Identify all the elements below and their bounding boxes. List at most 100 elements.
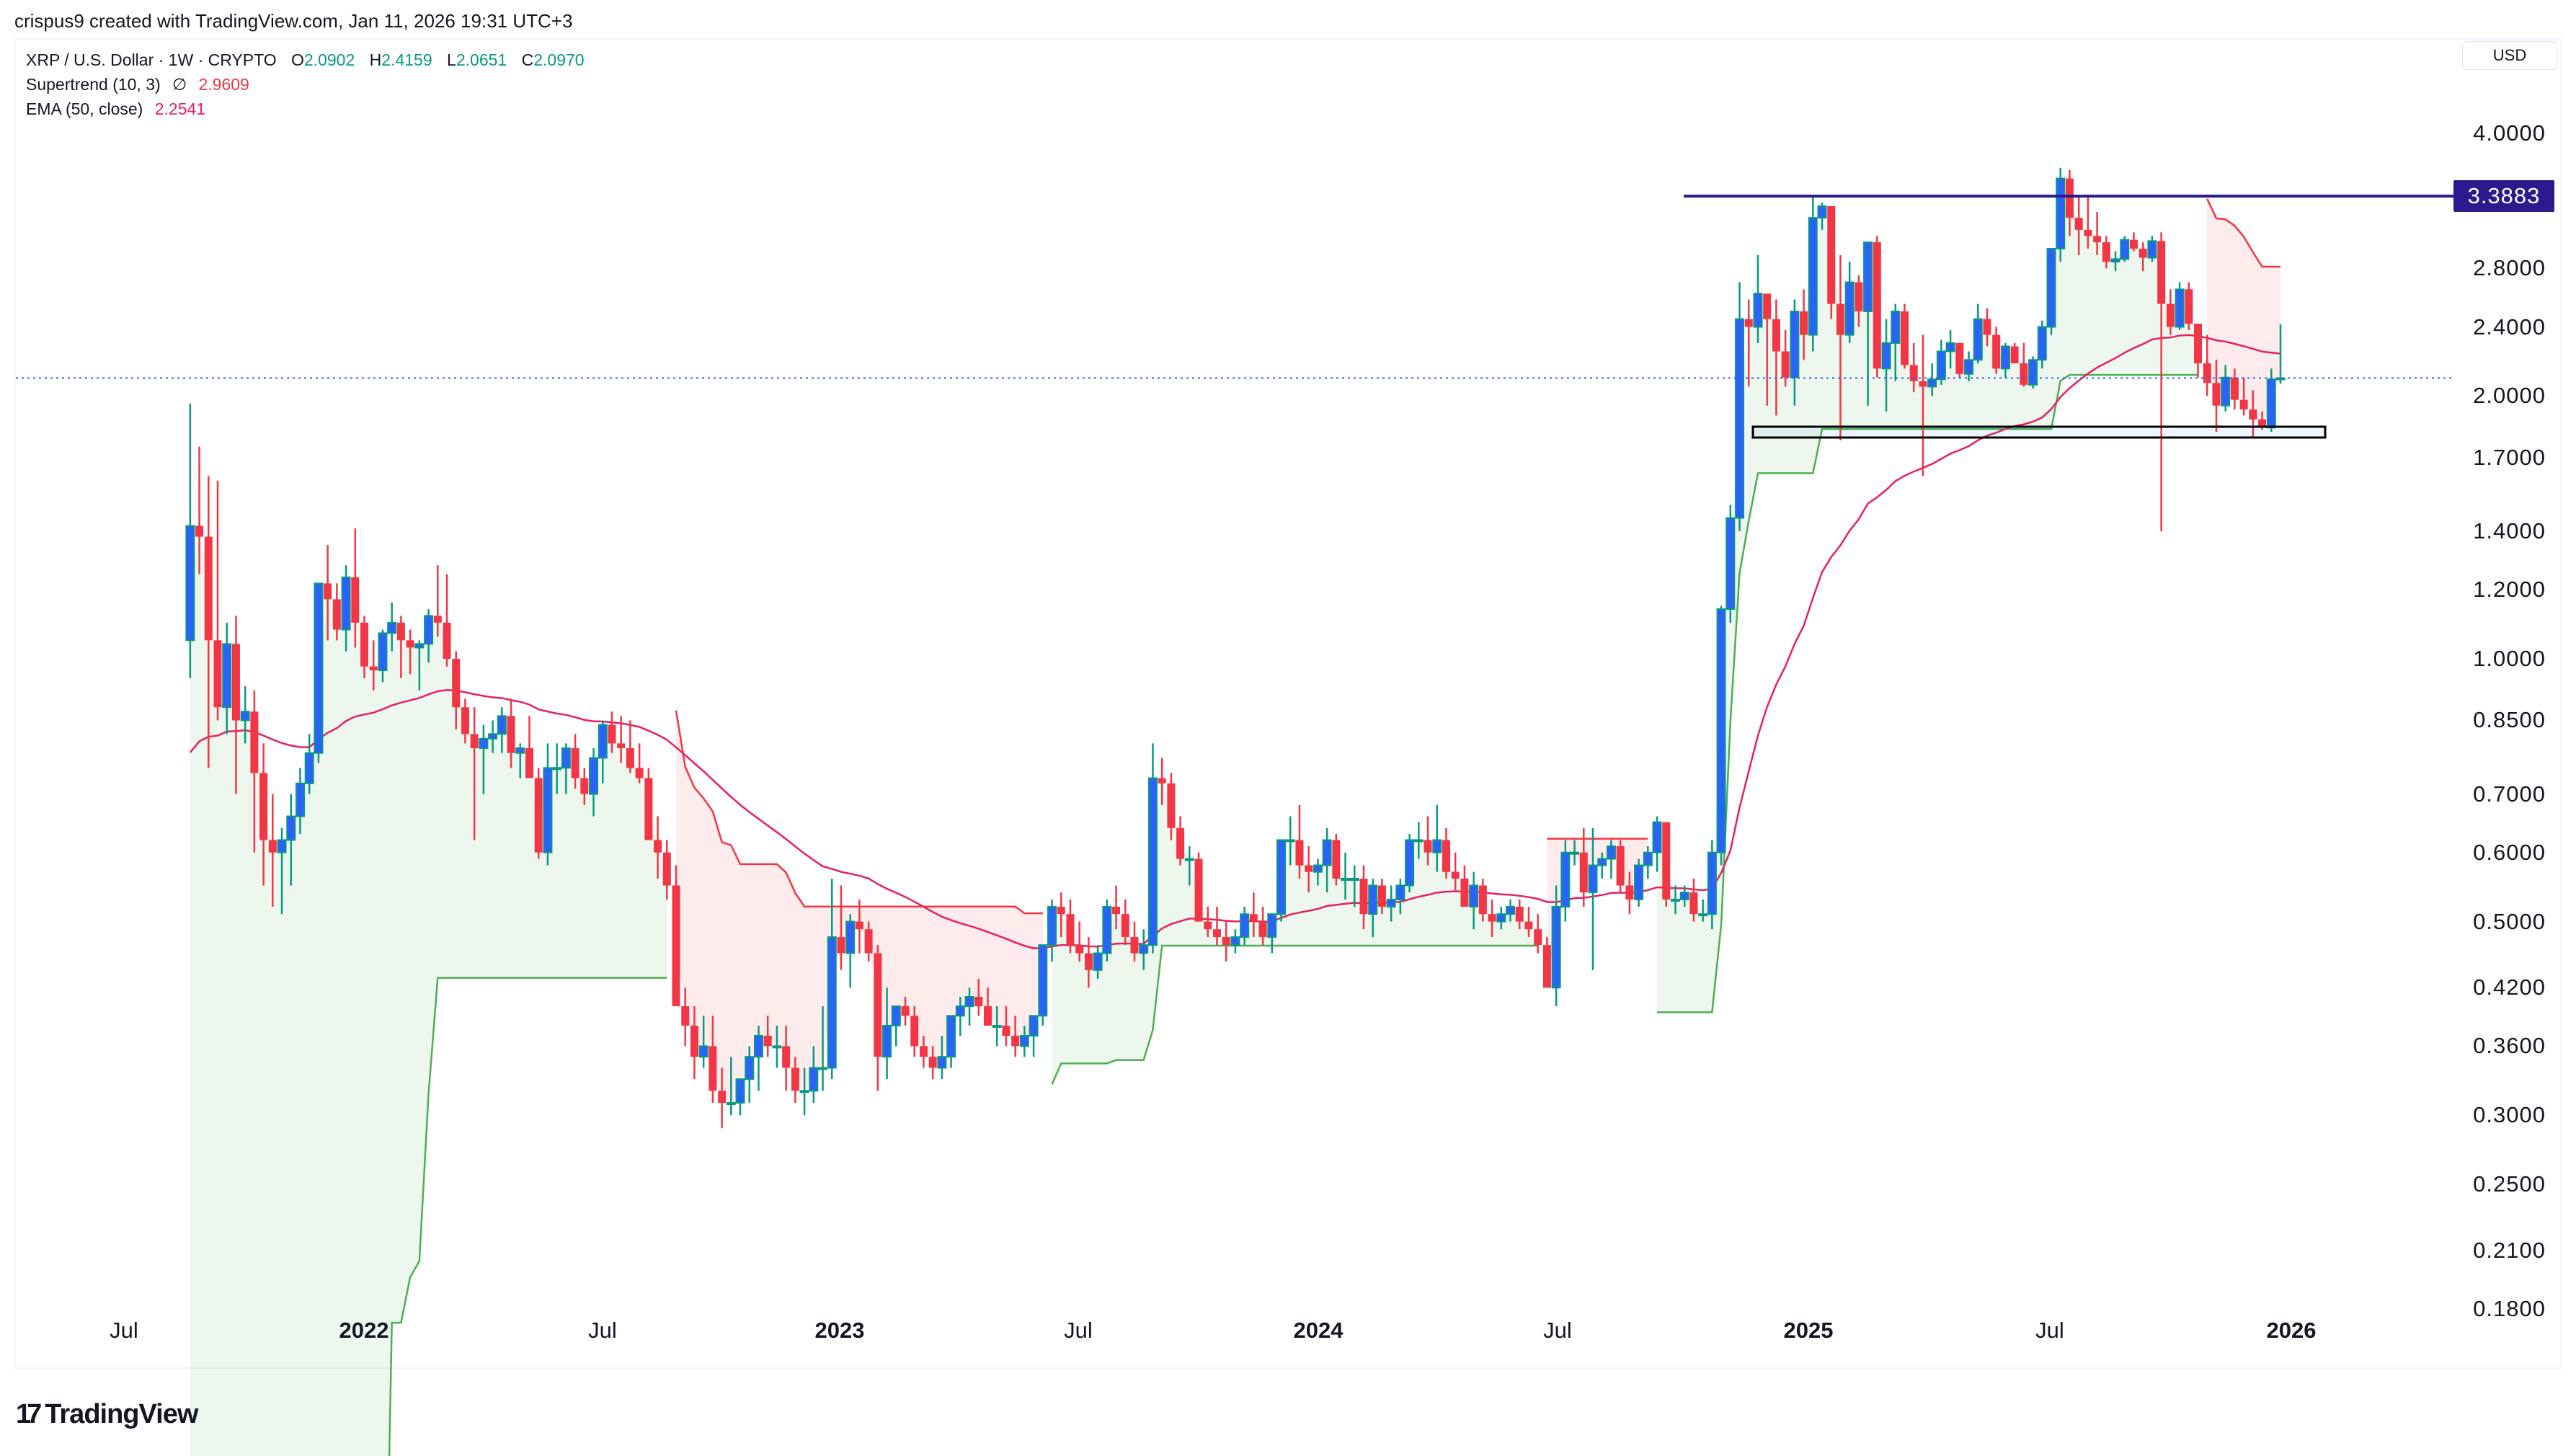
tradingview-logo-text: TradingView: [45, 1398, 198, 1429]
bearish-candle: [837, 885, 845, 970]
ema-line-layer: [189, 334, 2281, 949]
time-tick: Jul: [588, 1318, 617, 1343]
bullish-candle: [2046, 247, 2056, 335]
bullish-candle: [726, 1057, 736, 1116]
bearish-candle: [2212, 360, 2221, 432]
bearish-candle: [1515, 899, 1524, 930]
bearish-candle: [2239, 377, 2248, 416]
bearish-candle: [1855, 275, 1863, 327]
bearish-candle: [452, 651, 461, 730]
bearish-candle: [324, 545, 332, 641]
bullish-candle: [1093, 945, 1103, 979]
bearish-candle: [1451, 852, 1460, 893]
bearish-candle: [1579, 827, 1588, 907]
bullish-candle: [1551, 885, 1561, 1006]
bearish-candle: [2020, 342, 2028, 387]
bearish-candle: [250, 690, 259, 853]
bearish-candle: [2157, 232, 2166, 532]
ema-value: 2.2541: [154, 99, 206, 118]
bullish-candle: [1038, 944, 1048, 1026]
bullish-candle: [1184, 845, 1194, 886]
price-tick: 0.7000: [2473, 781, 2546, 807]
bearish-candle: [2166, 289, 2175, 335]
symbol-row[interactable]: XRP / U.S. Dollar · 1W · CRYPTO O2.0902 …: [26, 48, 585, 72]
bearish-candle: [1662, 822, 1671, 907]
resistance-price-tag: 3.3883: [2453, 180, 2554, 213]
bearish-candle: [507, 698, 515, 768]
bearish-candle: [974, 978, 983, 1016]
bearish-candle: [1075, 921, 1084, 962]
bearish-candle: [406, 629, 414, 675]
bullish-candle: [1973, 303, 1983, 364]
bearish-candle: [580, 768, 589, 805]
bearish-candle: [1167, 773, 1176, 840]
bearish-candle: [231, 616, 240, 794]
bearish-candle: [1204, 906, 1212, 938]
bullish-candle: [1927, 363, 1937, 396]
bullish-candle: [1808, 195, 1818, 352]
bearish-candle: [1176, 816, 1185, 866]
price-tick: 2.0000: [2473, 383, 2546, 409]
bullish-candle: [1634, 858, 1644, 907]
currency-button[interactable]: USD: [2462, 41, 2557, 70]
bullish-candle: [1817, 203, 1827, 230]
bearish-candle: [461, 698, 469, 744]
time-tick: 2024: [1293, 1318, 1343, 1343]
bullish-candle: [1790, 299, 1800, 406]
bullish-candle: [1102, 899, 1112, 962]
support-zone-box[interactable]: [1751, 425, 2327, 439]
bullish-candle: [1240, 906, 1250, 946]
bullish-candle: [497, 707, 507, 753]
bearish-candle: [2074, 197, 2083, 255]
bullish-candle: [946, 1015, 956, 1068]
bullish-candle: [745, 1046, 755, 1104]
supertrend-legend-row[interactable]: Supertrend (10, 3) ∅ 2.9609: [26, 72, 585, 97]
bearish-candle: [1377, 878, 1386, 915]
bearish-candle: [571, 734, 579, 789]
ema-legend-row[interactable]: EMA (50, close) 2.2541: [26, 97, 585, 121]
ohlc-low: L2.0651: [447, 50, 507, 69]
bullish-candle: [240, 686, 250, 744]
bearish-candle: [2065, 169, 2074, 236]
bearish-candle: [1900, 303, 1909, 369]
bullish-candle: [589, 747, 599, 817]
bearish-candle: [874, 945, 882, 1091]
bullish-candle: [1716, 605, 1726, 866]
bearish-candle: [919, 1035, 928, 1068]
bullish-candle: [304, 734, 314, 794]
bearish-candle: [1873, 236, 1881, 378]
bearish-candle: [351, 528, 360, 648]
bearish-candle: [470, 707, 479, 840]
bearish-candle: [2185, 282, 2193, 330]
bearish-candle: [369, 640, 378, 691]
bullish-candle: [735, 1078, 745, 1116]
bullish-candle: [992, 1006, 1002, 1047]
bearish-candle: [1524, 906, 1533, 938]
bullish-candle: [479, 724, 489, 794]
price-tick: 2.8000: [2473, 255, 2546, 281]
price-tick: 0.1800: [2473, 1295, 2546, 1321]
bearish-candle: [1212, 906, 1221, 946]
bullish-candle: [1570, 840, 1580, 866]
ohlc-open: O2.0902: [291, 50, 355, 69]
bearish-candle: [1332, 834, 1341, 886]
chart-frame: [14, 38, 2562, 1369]
bearish-candle: [1359, 865, 1368, 930]
bearish-candle: [213, 480, 222, 721]
bearish-candle: [1625, 871, 1634, 915]
bullish-candle: [1029, 1015, 1039, 1057]
bearish-candle: [2203, 334, 2211, 396]
bullish-candle: [955, 996, 965, 1036]
bearish-candle: [443, 574, 451, 667]
chart-credit: crispus9 created with TradingView.com, J…: [14, 10, 573, 32]
tradingview-logo[interactable]: 17 TradingView: [16, 1398, 198, 1430]
bearish-candle: [709, 1016, 717, 1104]
bearish-candle: [1616, 840, 1625, 893]
price-tick: 1.7000: [2473, 444, 2546, 470]
symbol-title: XRP / U.S. Dollar · 1W · CRYPTO: [26, 50, 277, 69]
bearish-candle: [864, 921, 873, 962]
bullish-candle: [1469, 871, 1479, 930]
bullish-candle: [1496, 906, 1506, 930]
bearish-candle: [718, 1067, 727, 1129]
